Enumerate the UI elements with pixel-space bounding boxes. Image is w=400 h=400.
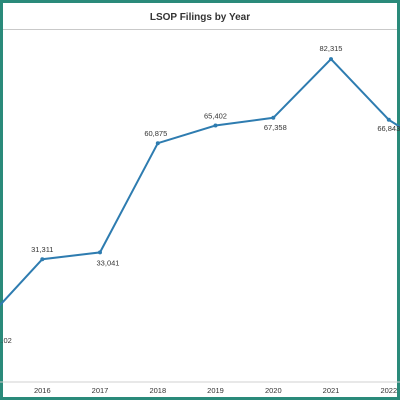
series-line xyxy=(0,57,400,307)
x-tick-label: 2016 xyxy=(34,386,51,395)
x-tick-label: 2020 xyxy=(265,386,282,395)
data-label: …02 xyxy=(0,336,12,345)
data-point xyxy=(98,250,102,255)
x-tick-label: 2019 xyxy=(207,386,224,395)
data-point xyxy=(155,141,160,146)
data-label: 67,358 xyxy=(264,123,287,132)
data-point xyxy=(40,257,45,262)
data-label: 66,843 xyxy=(377,124,400,133)
chart-title: LSOP Filings by Year xyxy=(149,12,251,23)
data-point xyxy=(271,115,276,120)
data-point xyxy=(213,123,218,128)
data-label: 33,041 xyxy=(97,258,120,267)
data-label: 82,315 xyxy=(320,44,343,53)
x-tick-label: 2017 xyxy=(92,386,109,395)
title-bar: LSOP Filings by Year xyxy=(3,3,397,30)
x-tick-label: 2022 xyxy=(380,386,397,395)
data-point xyxy=(386,117,391,122)
x-tick-label: 2018 xyxy=(149,386,166,395)
x-tick-label: 2021 xyxy=(323,386,340,395)
data-point xyxy=(329,57,333,62)
data-label: 65,402 xyxy=(204,112,227,121)
data-label: 31,311 xyxy=(31,245,53,254)
data-label: 60,875 xyxy=(144,129,167,138)
